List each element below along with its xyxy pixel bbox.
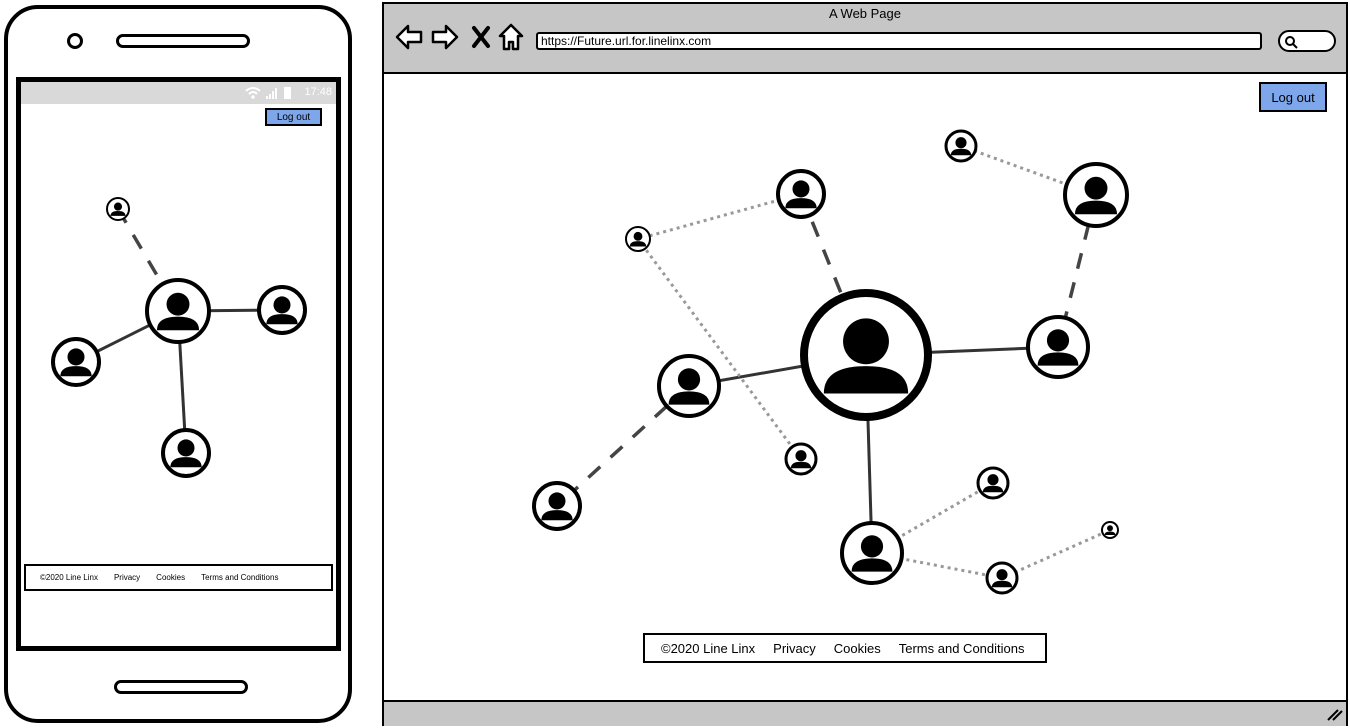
browser-title: A Web Page xyxy=(828,6,902,21)
footer-link-terms[interactable]: Terms and Conditions xyxy=(898,640,1025,656)
footer-link-terms[interactable]: Terms and Conditions xyxy=(201,573,279,582)
connection-line xyxy=(637,192,802,241)
phone-footer: ©2020 Line Linx Privacy Cookies Terms an… xyxy=(24,564,333,591)
footer-link-cookies[interactable]: Cookies xyxy=(156,573,186,582)
close-icon[interactable] xyxy=(466,22,496,52)
resize-handle-icon[interactable] xyxy=(1326,706,1344,722)
user-avatar-icon[interactable] xyxy=(51,337,101,387)
phone-camera xyxy=(67,33,83,49)
user-avatar-icon[interactable] xyxy=(1101,521,1119,539)
footer-link-privacy[interactable]: Privacy xyxy=(773,640,816,656)
user-avatar-icon[interactable] xyxy=(657,354,721,418)
user-avatar-icon[interactable] xyxy=(976,466,1010,500)
user-avatar-icon[interactable] xyxy=(944,129,978,163)
network-edges xyxy=(75,144,1111,580)
user-avatar-icon[interactable] xyxy=(1026,315,1090,379)
user-avatar-icon[interactable] xyxy=(625,226,651,252)
footer-copyright: ©2020 Line Linx xyxy=(661,640,756,656)
user-avatar-icon[interactable] xyxy=(784,442,818,476)
user-avatar-icon[interactable] xyxy=(840,521,904,585)
connection-line xyxy=(636,238,803,460)
footer-link-cookies[interactable]: Cookies xyxy=(833,640,881,656)
user-avatar-icon[interactable] xyxy=(532,481,582,531)
phone-home-button[interactable] xyxy=(114,680,248,694)
user-avatar-icon[interactable] xyxy=(1063,162,1129,228)
arrow-right-icon[interactable] xyxy=(430,22,460,52)
logout-button[interactable]: Log out xyxy=(1259,82,1327,112)
arrow-left-icon[interactable] xyxy=(394,22,424,52)
wifi-signal-battery-icon xyxy=(245,87,291,99)
home-icon[interactable] xyxy=(496,22,526,52)
status-icons xyxy=(244,85,296,105)
connection-line xyxy=(1001,528,1111,580)
user-avatar-icon[interactable] xyxy=(161,428,211,478)
phone-speaker xyxy=(116,34,250,48)
phone-status-bar: 17:48 xyxy=(21,82,336,104)
user-avatar-icon[interactable] xyxy=(257,285,307,335)
browser-status-bar xyxy=(384,700,1346,726)
url-input[interactable]: https://Future.url.for.linelinx.com xyxy=(536,32,1262,50)
footer-copyright: ©2020 Line Linx xyxy=(40,573,98,582)
user-avatar-icon[interactable] xyxy=(776,169,826,219)
search-input[interactable] xyxy=(1278,30,1336,52)
web-footer: ©2020 Line Linx Privacy Cookies Terms an… xyxy=(643,633,1047,663)
user-avatar-icon[interactable] xyxy=(985,561,1019,595)
status-time: 17:48 xyxy=(304,86,332,98)
logout-button[interactable]: Log out xyxy=(265,108,322,126)
search-icon xyxy=(1285,36,1298,49)
network-nodes xyxy=(51,129,1129,595)
footer-link-privacy[interactable]: Privacy xyxy=(113,573,141,582)
user-avatar-icon[interactable] xyxy=(800,289,932,421)
user-avatar-icon[interactable] xyxy=(145,278,211,344)
user-avatar-icon[interactable] xyxy=(106,197,130,221)
